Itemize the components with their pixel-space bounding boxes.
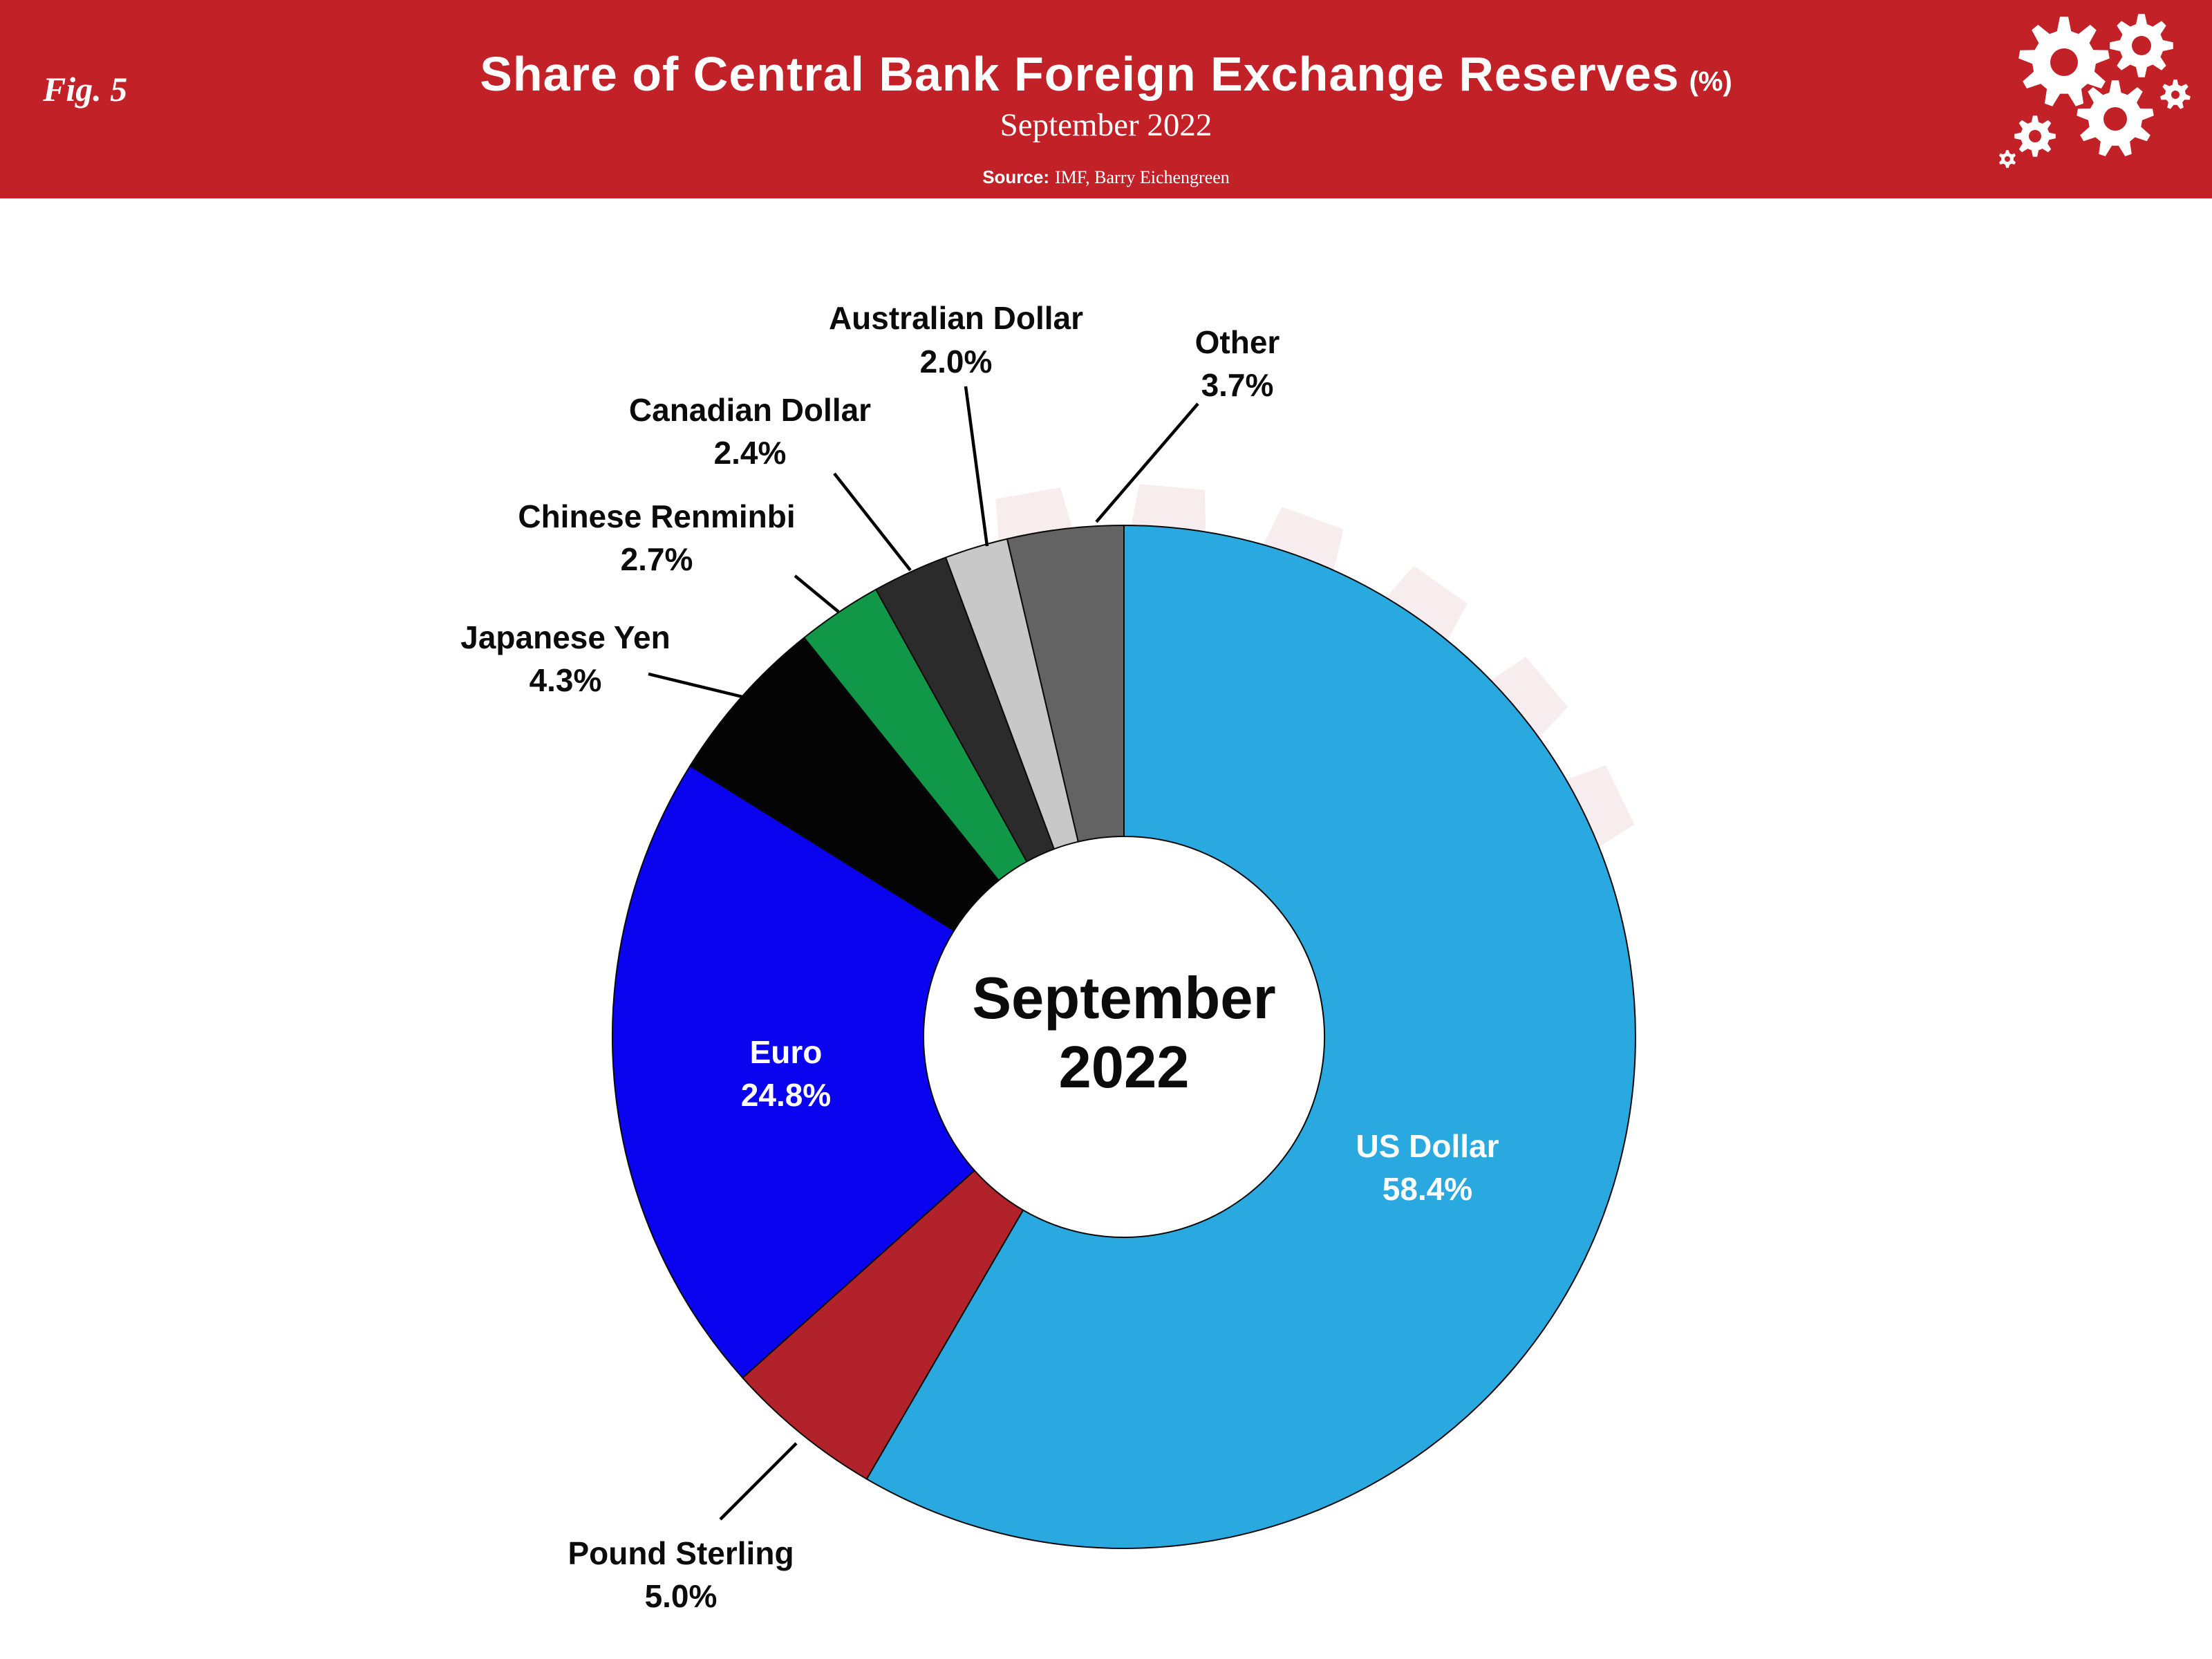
slice-euro <box>612 765 975 1379</box>
slice-other <box>1006 525 1125 843</box>
gears-icon <box>1999 14 2191 168</box>
label-value-euro: 24.8% <box>741 1077 831 1113</box>
label-name-chinese-renminbi: Chinese Renminbi <box>518 498 795 534</box>
center-label-line1: September <box>972 966 1275 1031</box>
gear-hole-4 <box>2029 130 2041 142</box>
center-label-line2: 2022 <box>1058 1035 1189 1100</box>
leader-line-canadian-dollar <box>833 472 912 572</box>
leader-line-chinese-renminbi <box>794 574 840 613</box>
label-name-pound-sterling: Pound Sterling <box>568 1535 794 1571</box>
label-value-chinese-renminbi: 2.7% <box>621 541 693 577</box>
leader-line-other <box>1095 402 1199 523</box>
donut-slices <box>612 525 1636 1549</box>
label-name-euro: Euro <box>750 1034 823 1070</box>
label-name-us-dollar: US Dollar <box>1356 1128 1499 1164</box>
label-value-canadian-dollar: 2.4% <box>714 435 787 471</box>
header-banner: Fig. 5 Share of Central Bank Foreign Exc… <box>0 0 2212 198</box>
label-name-other: Other <box>1195 324 1280 360</box>
leader-line-japanese-yen <box>648 672 743 699</box>
label-value-japanese-yen: 4.3% <box>529 662 602 698</box>
source-prefix: Source: <box>982 167 1050 187</box>
label-name-australian-dollar: Australian Dollar <box>829 300 1083 336</box>
page-title: Share of Central Bank Foreign Exchange R… <box>0 50 2212 98</box>
label-value-other: 3.7% <box>1201 367 1274 403</box>
slice-labels: US Dollar 58.4% Pound Sterling 5.0% Euro 24.8… <box>460 300 1499 1614</box>
gear-hole-5 <box>2171 91 2180 99</box>
leader-line-australian-dollar <box>964 386 989 547</box>
gear-hole-3 <box>2103 107 2127 131</box>
source-text: IMF, Barry Eichengreen <box>1055 167 1230 187</box>
title-text: Share of Central Bank Foreign Exchange R… <box>480 47 1680 101</box>
label-name-japanese-yen: Japanese Yen <box>460 619 670 655</box>
title-suffix: (%) <box>1689 66 1732 97</box>
gear-hole-2 <box>2132 36 2151 55</box>
leader-lines <box>648 386 1199 1521</box>
figure-tag: Fig. 5 <box>43 70 128 109</box>
leader-line-pound-sterling <box>719 1442 798 1521</box>
subtitle: September 2022 <box>1000 107 1212 143</box>
label-value-australian-dollar: 2.0% <box>920 344 993 379</box>
gear-hole-1 <box>2050 48 2078 76</box>
label-value-pound-sterling: 5.0% <box>645 1578 718 1614</box>
donut-chart: US Dollar 58.4% Pound Sterling 5.0% Euro 24.8… <box>460 300 1636 1614</box>
label-name-canadian-dollar: Canadian Dollar <box>629 392 871 428</box>
gear-hole-6 <box>2005 156 2010 162</box>
label-value-us-dollar: 58.4% <box>1382 1171 1472 1207</box>
source-line: Source: IMF, Barry Eichengreen <box>0 168 2212 187</box>
slice-us-dollar <box>865 525 1636 1549</box>
